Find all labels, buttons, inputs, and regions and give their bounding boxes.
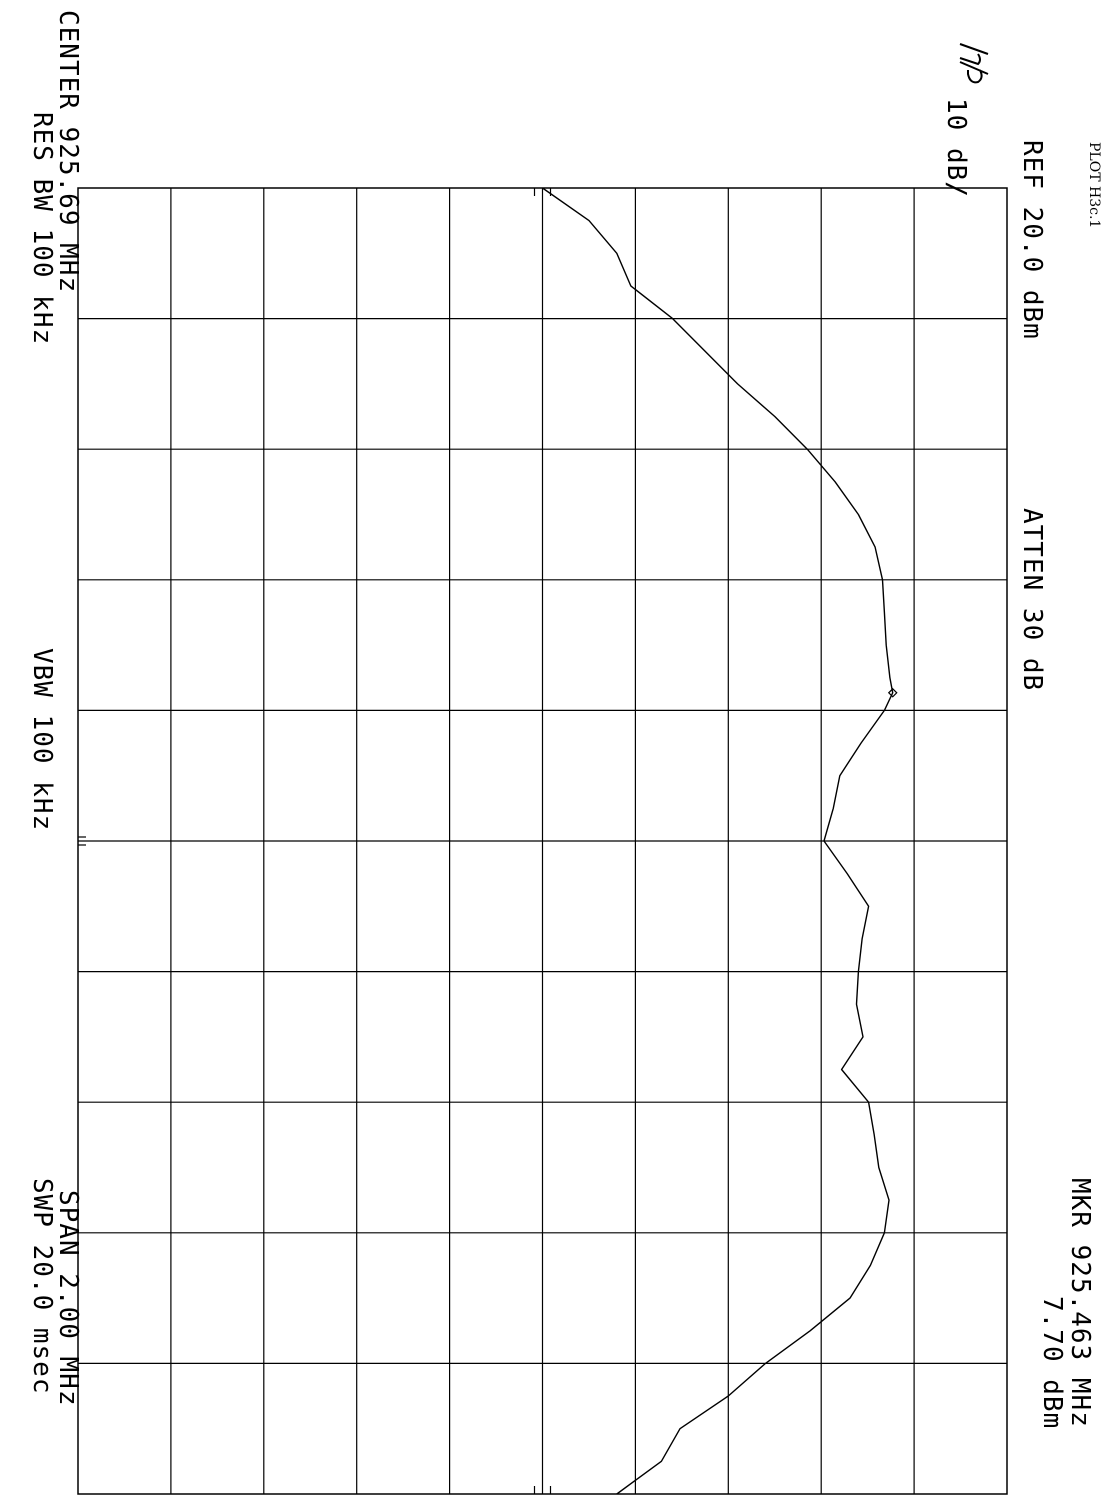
sweep-label: SWP 20.0 msec <box>27 1178 57 1395</box>
marker-level-label: 7.70 dBm <box>1037 1296 1067 1429</box>
atten-label: ATTEN 30 dB <box>1017 508 1047 691</box>
scale-label: 10 dB/ <box>941 98 971 198</box>
plot-id: PLOT H3c.1 <box>1086 142 1102 228</box>
marker-freq-label: MKR 925.463 MHz <box>1065 1178 1095 1428</box>
vbw-label: VBW 100 kHz <box>27 648 57 831</box>
marker-diamond <box>887 687 898 698</box>
hp-logo <box>959 43 989 84</box>
center-tick-marks <box>78 188 552 1494</box>
plot-area <box>77 187 1008 1495</box>
res-bw-label: RES BW 100 kHz <box>27 112 57 345</box>
ref-level-label: REF 20.0 dBm <box>1017 140 1047 340</box>
graticule <box>78 188 1007 1494</box>
trace-line <box>542 187 894 1495</box>
